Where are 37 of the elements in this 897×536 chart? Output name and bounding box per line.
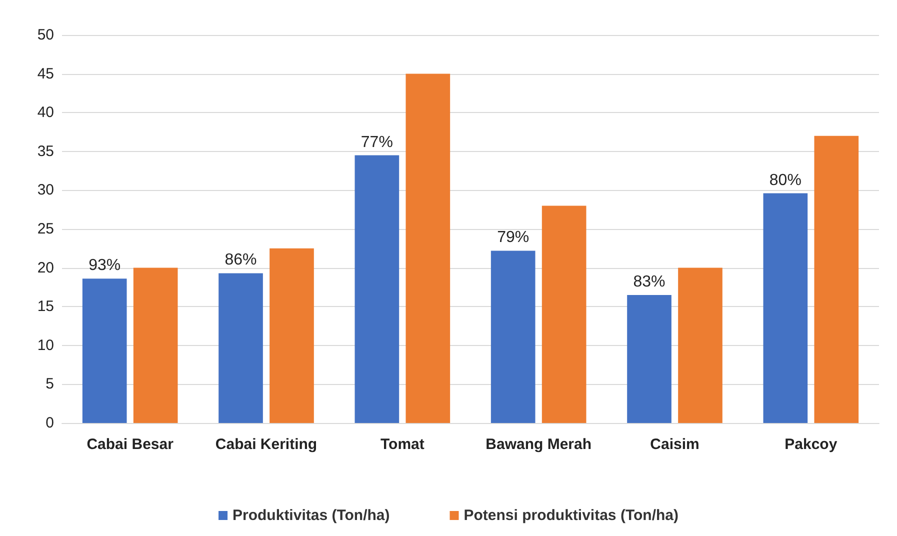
x-tick-label: Tomat xyxy=(380,436,424,453)
y-tick-label: 0 xyxy=(46,414,54,432)
bar xyxy=(82,278,127,423)
bar xyxy=(218,273,263,423)
annotation: 79% xyxy=(497,229,530,246)
annotation: 77% xyxy=(360,134,393,151)
bar xyxy=(270,248,314,423)
bar xyxy=(678,268,722,423)
legend-label: Potensi produktivitas (Ton/ha) xyxy=(464,507,678,524)
y-tick-label: 30 xyxy=(37,182,54,199)
bar xyxy=(627,294,672,423)
y-tick-label: 35 xyxy=(37,142,54,160)
y-tick-label: 25 xyxy=(37,220,54,238)
bar xyxy=(354,155,400,423)
annotation: 80% xyxy=(769,172,802,189)
x-tick-label: Cabai Besar xyxy=(86,436,174,453)
bar xyxy=(133,268,178,423)
x-tick-label: Caisim xyxy=(650,436,700,453)
y-tick-label: 50 xyxy=(37,26,54,44)
x-tick-label: Pakcoy xyxy=(784,436,838,453)
legend-label: Produktivitas (Ton/ha) xyxy=(232,507,390,524)
bar xyxy=(542,206,586,423)
y-tick-label: 15 xyxy=(37,298,54,316)
bar xyxy=(490,250,536,423)
x-tick-label: Bawang Merah xyxy=(486,436,592,453)
annotation: 83% xyxy=(633,273,666,290)
y-tick-label: 40 xyxy=(37,104,54,122)
bar xyxy=(406,74,450,423)
bar xyxy=(814,136,859,423)
y-tick-label: 5 xyxy=(46,376,54,393)
x-tick-label: Cabai Keriting xyxy=(215,436,318,453)
bar xyxy=(763,193,808,423)
y-tick-label: 45 xyxy=(37,65,54,82)
annotation: 86% xyxy=(224,252,257,269)
y-tick-label: 10 xyxy=(37,336,54,354)
annotation: 93% xyxy=(88,257,121,274)
y-tick-label: 20 xyxy=(37,259,54,276)
